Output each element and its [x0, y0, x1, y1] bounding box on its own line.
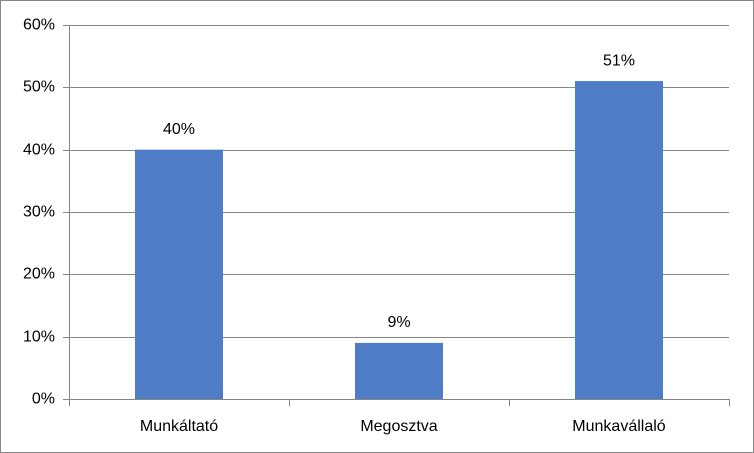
value-label: 9% [387, 314, 410, 331]
value-label: 51% [603, 52, 635, 69]
y-tick-label: 40% [23, 142, 55, 159]
bar [575, 81, 663, 399]
x-tick-label: Megosztva [360, 418, 437, 435]
x-tick-label: Munkáltató [140, 418, 218, 435]
value-label: 40% [163, 121, 195, 138]
y-tick-label: 10% [23, 329, 55, 346]
y-tick-label: 60% [23, 17, 55, 34]
y-tick-label: 0% [32, 391, 55, 408]
bar [135, 149, 223, 399]
y-tick-label: 20% [23, 266, 55, 283]
bar [355, 342, 443, 399]
y-tick-label: 50% [23, 79, 55, 96]
y-tick-label: 30% [23, 204, 55, 221]
x-tick-label: Munkavállaló [572, 418, 665, 435]
